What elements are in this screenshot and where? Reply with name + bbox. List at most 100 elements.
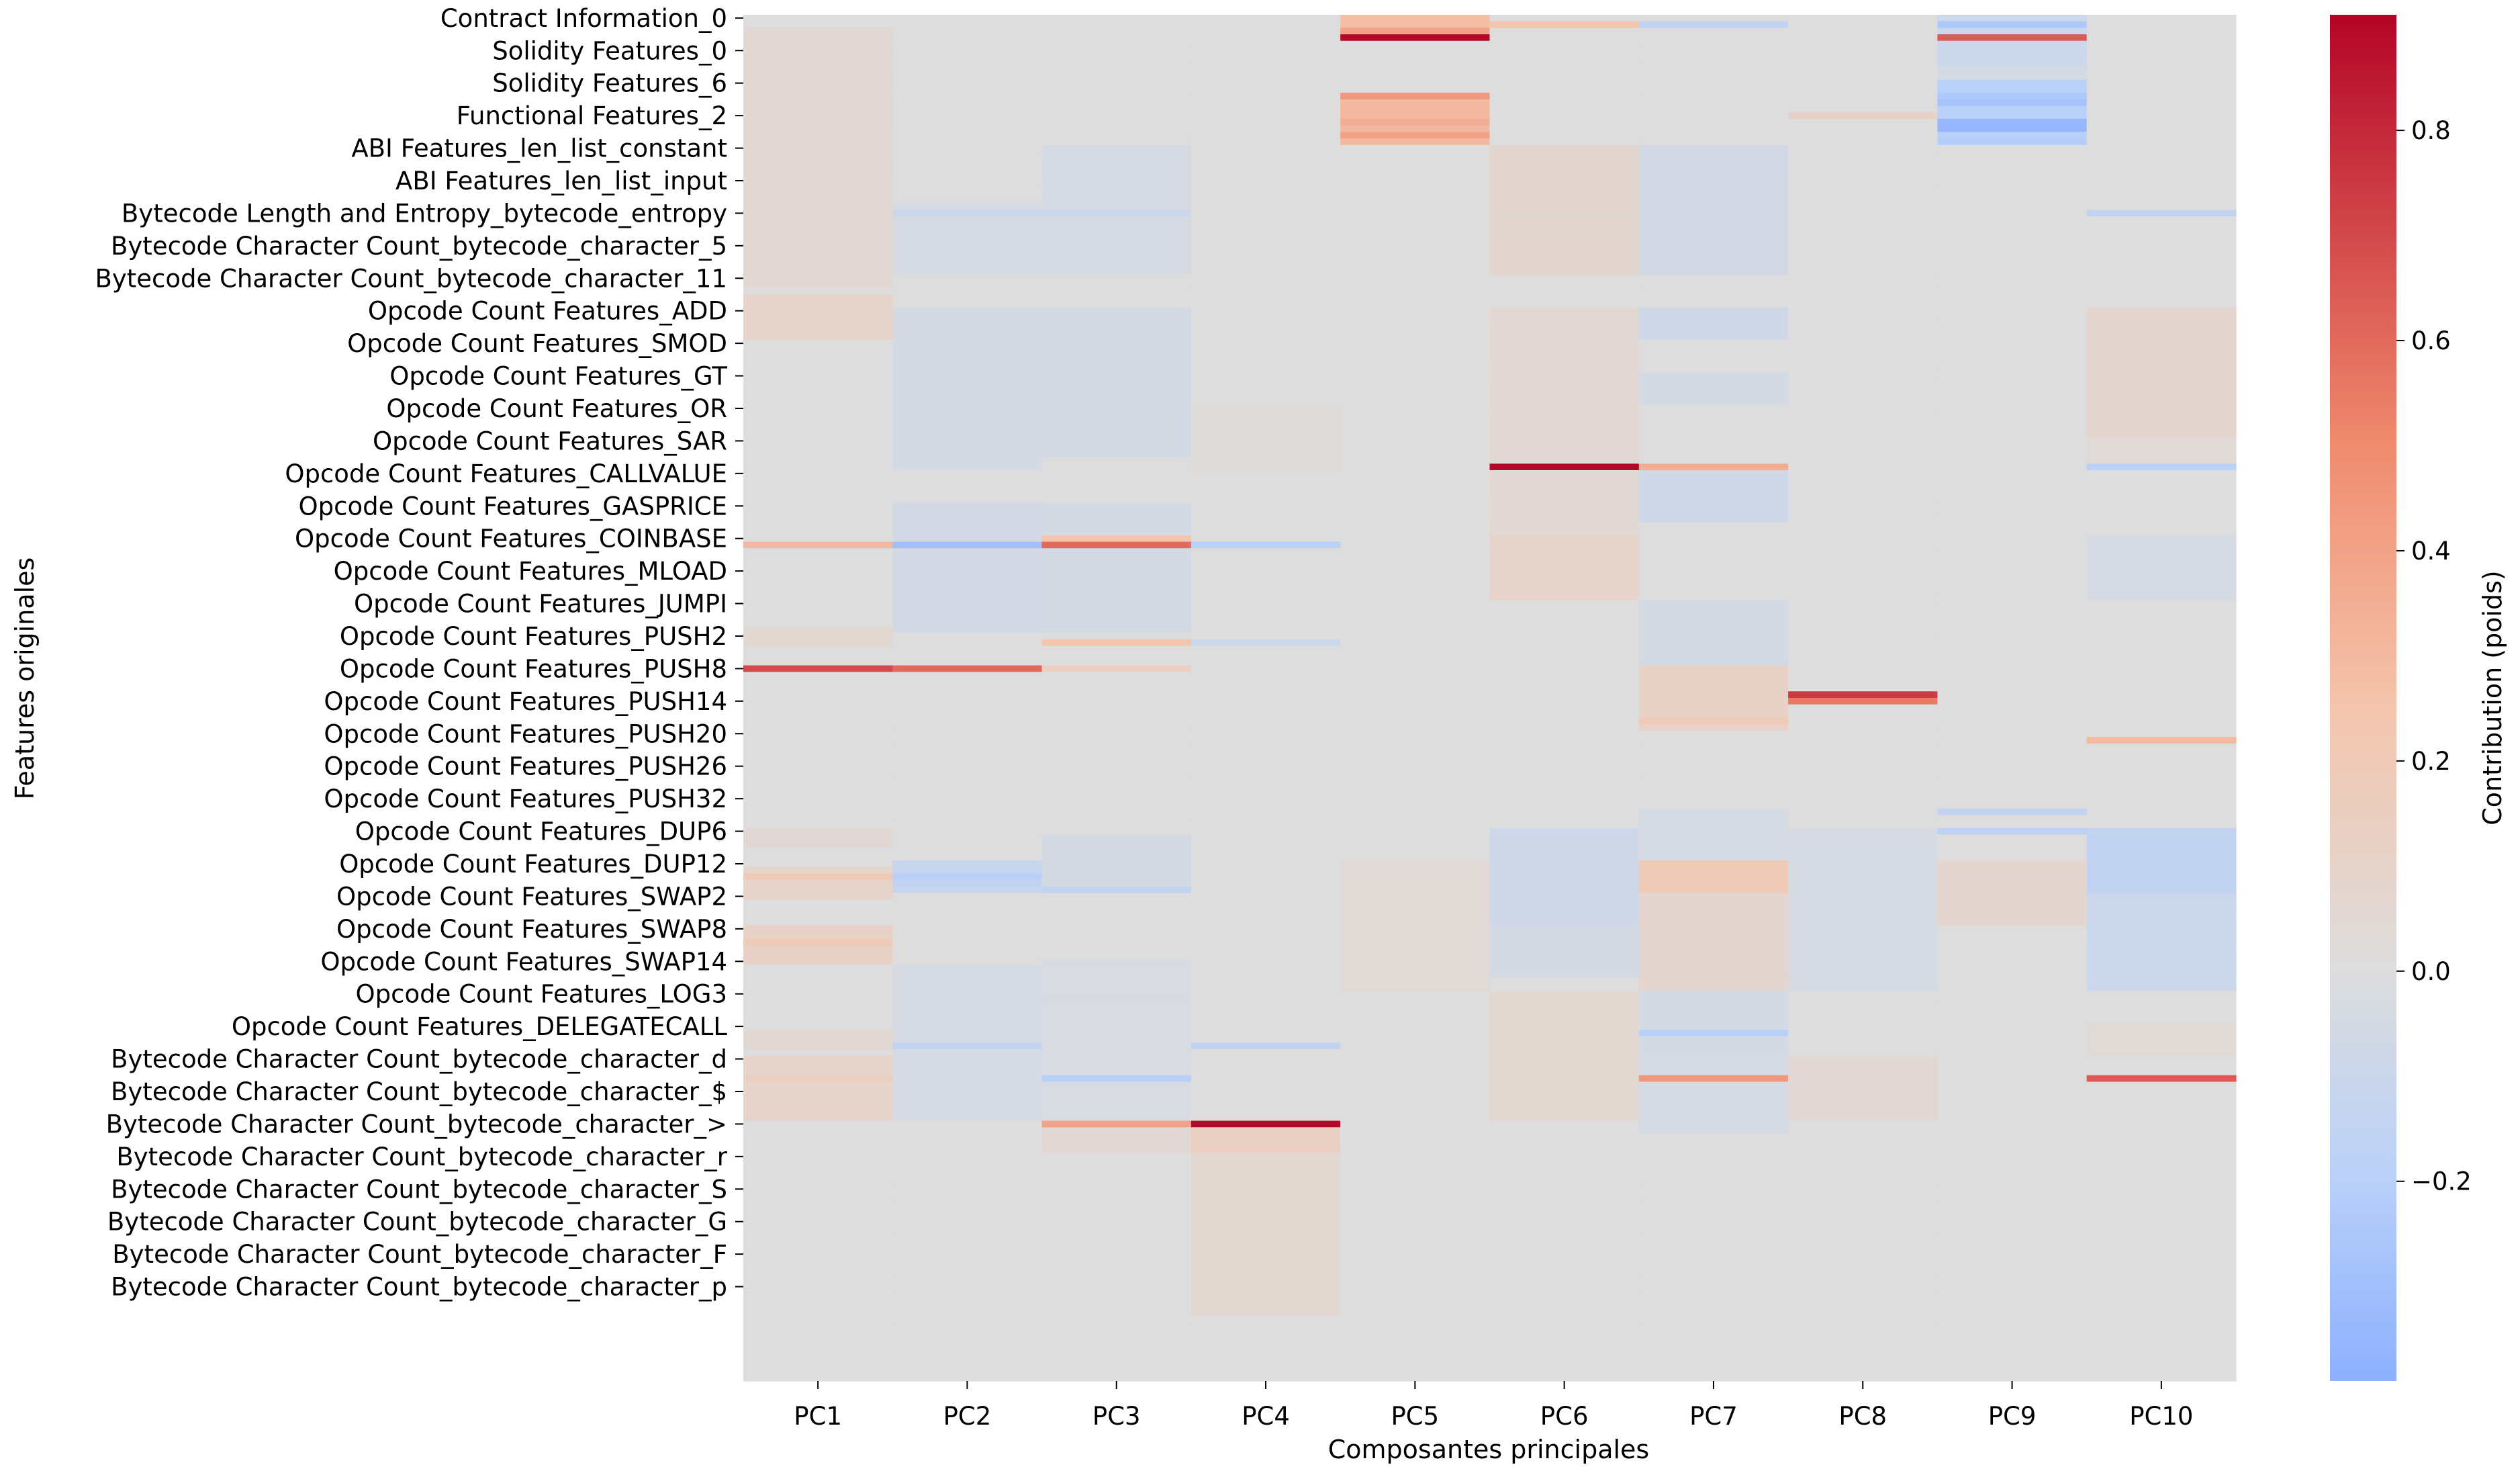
heatmap-cell <box>1041 626 1192 633</box>
heatmap-cell <box>1788 1140 1938 1147</box>
heatmap-cell <box>1340 613 1491 621</box>
heatmap-cell <box>1788 1173 1938 1180</box>
heatmap-cell <box>743 984 893 991</box>
heatmap-cell <box>1788 216 1938 224</box>
heatmap-cell <box>1788 1010 1938 1018</box>
heatmap-cell <box>1937 249 2088 256</box>
heatmap-cell <box>1937 1368 2088 1375</box>
heatmap-cell <box>1638 515 1789 523</box>
heatmap-cell <box>1489 1251 1640 1258</box>
heatmap-cell <box>743 730 893 738</box>
heatmap-cell <box>1638 522 1789 529</box>
heatmap-cell <box>1191 1290 1341 1297</box>
heatmap-cell <box>1191 93 1341 100</box>
heatmap-cell <box>892 425 1043 432</box>
heatmap-cell <box>892 633 1043 640</box>
heatmap-cell <box>1638 1237 1789 1245</box>
heatmap-cell <box>2086 535 2237 543</box>
heatmap-cell <box>1340 418 1491 425</box>
heatmap-cell <box>1041 125 1192 132</box>
heatmap-cell <box>1041 411 1192 419</box>
heatmap-cell <box>1340 801 1491 809</box>
heatmap-cell <box>892 490 1043 497</box>
heatmap-cell <box>1041 483 1192 490</box>
heatmap-cell <box>1638 965 1789 972</box>
heatmap-cell <box>2086 1120 2237 1128</box>
heatmap-cell <box>1191 490 1341 497</box>
heatmap-cell <box>1340 1147 1491 1154</box>
heatmap-cell <box>1937 717 2088 725</box>
heatmap-cell <box>1638 1322 1789 1330</box>
heatmap-cell <box>1937 977 2088 985</box>
heatmap-cell <box>2086 1042 2237 1050</box>
heatmap-cell <box>1937 938 2088 946</box>
heatmap-cell <box>1788 1088 1938 1096</box>
heatmap-cell <box>1788 1218 1938 1226</box>
heatmap-cell <box>1638 450 1789 458</box>
heatmap-cell <box>1041 522 1192 529</box>
x-tick-label: PC10 <box>2129 1402 2193 1431</box>
heatmap-cell <box>1788 658 1938 666</box>
heatmap-cell <box>1340 15 1491 22</box>
y-tick-label: Opcode Count Features_SWAP8 <box>336 915 727 944</box>
heatmap-cell <box>743 1069 893 1076</box>
heatmap-cell <box>1937 281 2088 289</box>
heatmap-cell <box>2086 307 2237 315</box>
heatmap-cell <box>1489 789 1640 796</box>
heatmap-cell <box>1041 1147 1192 1154</box>
heatmap-cell <box>1937 1341 2088 1349</box>
x-tick-label: PC2 <box>943 1402 992 1431</box>
heatmap-cell <box>1340 340 1491 347</box>
heatmap-cell <box>1489 1062 1640 1069</box>
heatmap-cell <box>1937 1069 2088 1076</box>
heatmap-cell <box>1041 541 1192 549</box>
y-tick-label: Bytecode Character Count_bytecode_charac… <box>95 264 728 293</box>
heatmap-cell <box>1191 307 1341 315</box>
heatmap-cell <box>1340 756 1491 764</box>
heatmap-cell <box>1041 431 1192 439</box>
heatmap-cell <box>1340 1277 1491 1284</box>
heatmap-cell <box>1041 333 1192 341</box>
heatmap-cell <box>1788 1094 1938 1102</box>
heatmap-cell <box>743 105 893 113</box>
heatmap-cell <box>1788 769 1938 776</box>
heatmap-cell <box>1638 1101 1789 1108</box>
heatmap-cell <box>892 1296 1043 1304</box>
heatmap-cell <box>1191 1296 1341 1304</box>
heatmap-cell <box>1489 873 1640 881</box>
heatmap-cell <box>1041 795 1192 803</box>
heatmap-cell <box>892 971 1043 979</box>
heatmap-cell <box>2086 1374 2237 1382</box>
y-tick-label: Opcode Count Features_CALLVALUE <box>285 459 727 488</box>
heatmap-cell <box>892 1341 1043 1349</box>
heatmap-cell <box>1191 789 1341 796</box>
heatmap-cell <box>2086 197 2237 204</box>
heatmap-cell <box>1041 1094 1192 1102</box>
heatmap-cell <box>1788 379 1938 386</box>
y-tick-label: Functional Features_2 <box>457 101 727 130</box>
y-tick-label: Opcode Count Features_LOG3 <box>356 980 727 1009</box>
heatmap-cell <box>1489 1159 1640 1167</box>
heatmap-cell <box>1788 919 1938 926</box>
heatmap-cell <box>1340 665 1491 672</box>
heatmap-cell <box>1191 658 1341 666</box>
heatmap-cell <box>1041 808 1192 815</box>
heatmap-cell <box>1340 197 1491 204</box>
heatmap-cell <box>1638 938 1789 946</box>
heatmap-cell <box>1638 1329 1789 1336</box>
heatmap-cell <box>1191 164 1341 172</box>
heatmap-cell <box>743 1042 893 1050</box>
heatmap-cell <box>1638 197 1789 204</box>
heatmap-cell <box>2086 1114 2237 1122</box>
heatmap-cell <box>743 737 893 744</box>
heatmap-cell <box>892 737 1043 744</box>
heatmap-cell <box>892 1075 1043 1083</box>
heatmap-cell <box>2086 236 2237 243</box>
heatmap-cell <box>2086 932 2237 939</box>
heatmap-cell <box>892 287 1043 296</box>
heatmap-cell <box>1788 314 1938 321</box>
heatmap-cell <box>892 171 1043 178</box>
heatmap-cell <box>1041 723 1192 731</box>
heatmap-cell <box>1489 854 1640 861</box>
heatmap-cell <box>892 183 1043 191</box>
